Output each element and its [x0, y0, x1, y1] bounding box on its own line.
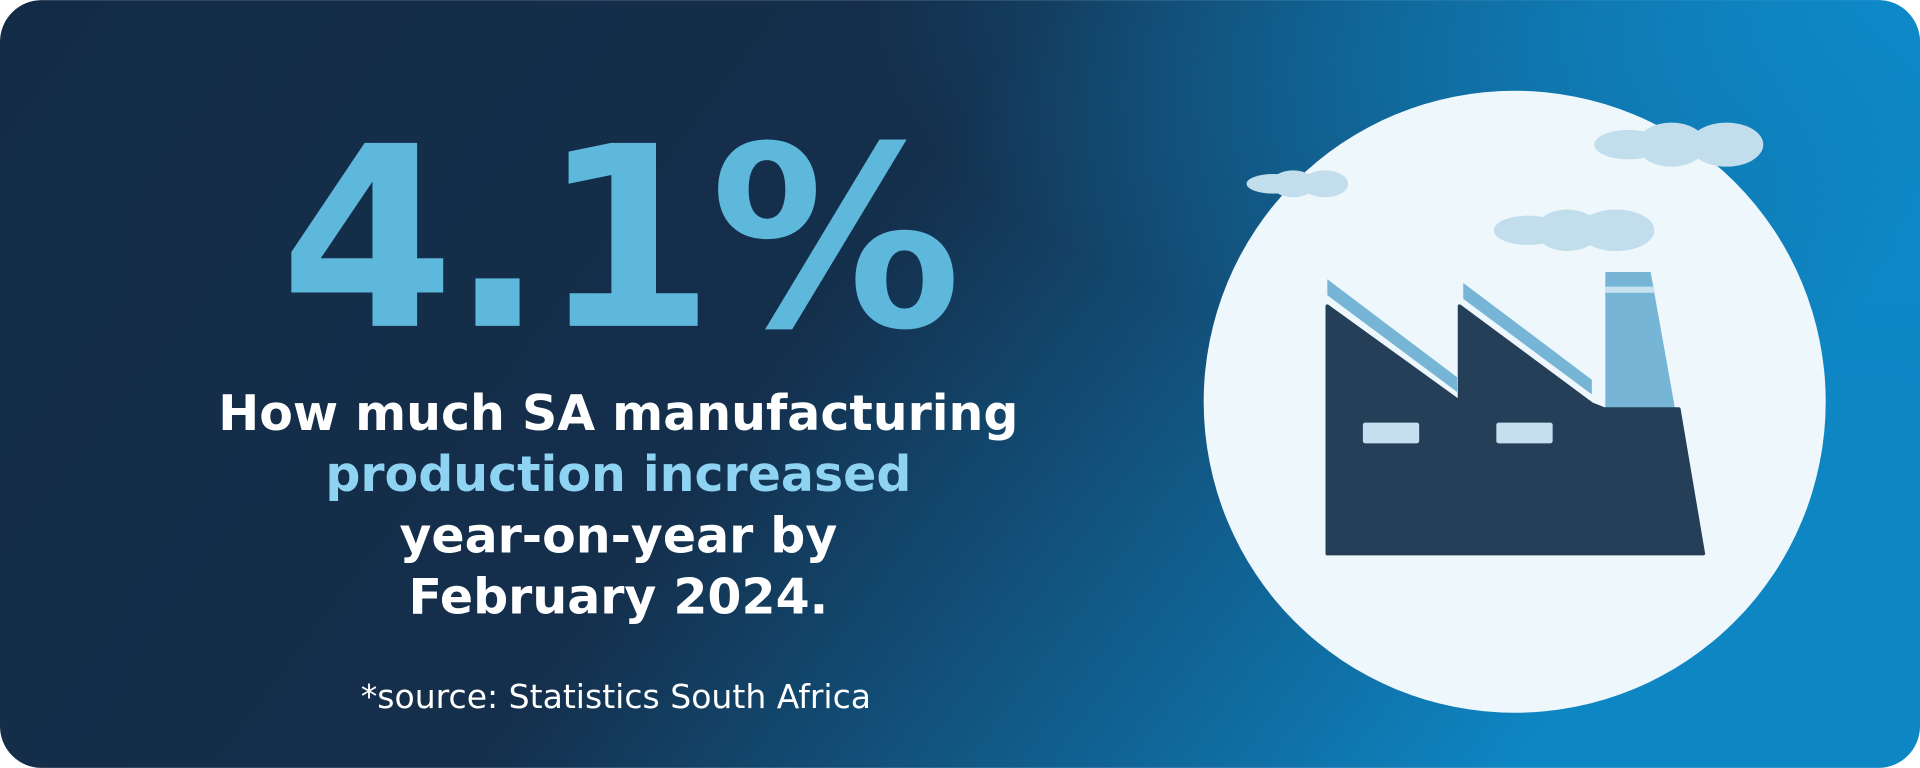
headline-line: How much SA manufacturing: [218, 385, 1018, 442]
headline-line: year-on-year by: [399, 507, 837, 564]
headline-line: February 2024.: [408, 569, 828, 626]
stat: 4.1%: [280, 94, 957, 386]
source: *source: Statistics South Africa: [361, 677, 871, 716]
factory-illustration: [1203, 90, 1826, 713]
clouds: [1246, 122, 1764, 252]
headline-highlight: production increased: [325, 446, 911, 503]
